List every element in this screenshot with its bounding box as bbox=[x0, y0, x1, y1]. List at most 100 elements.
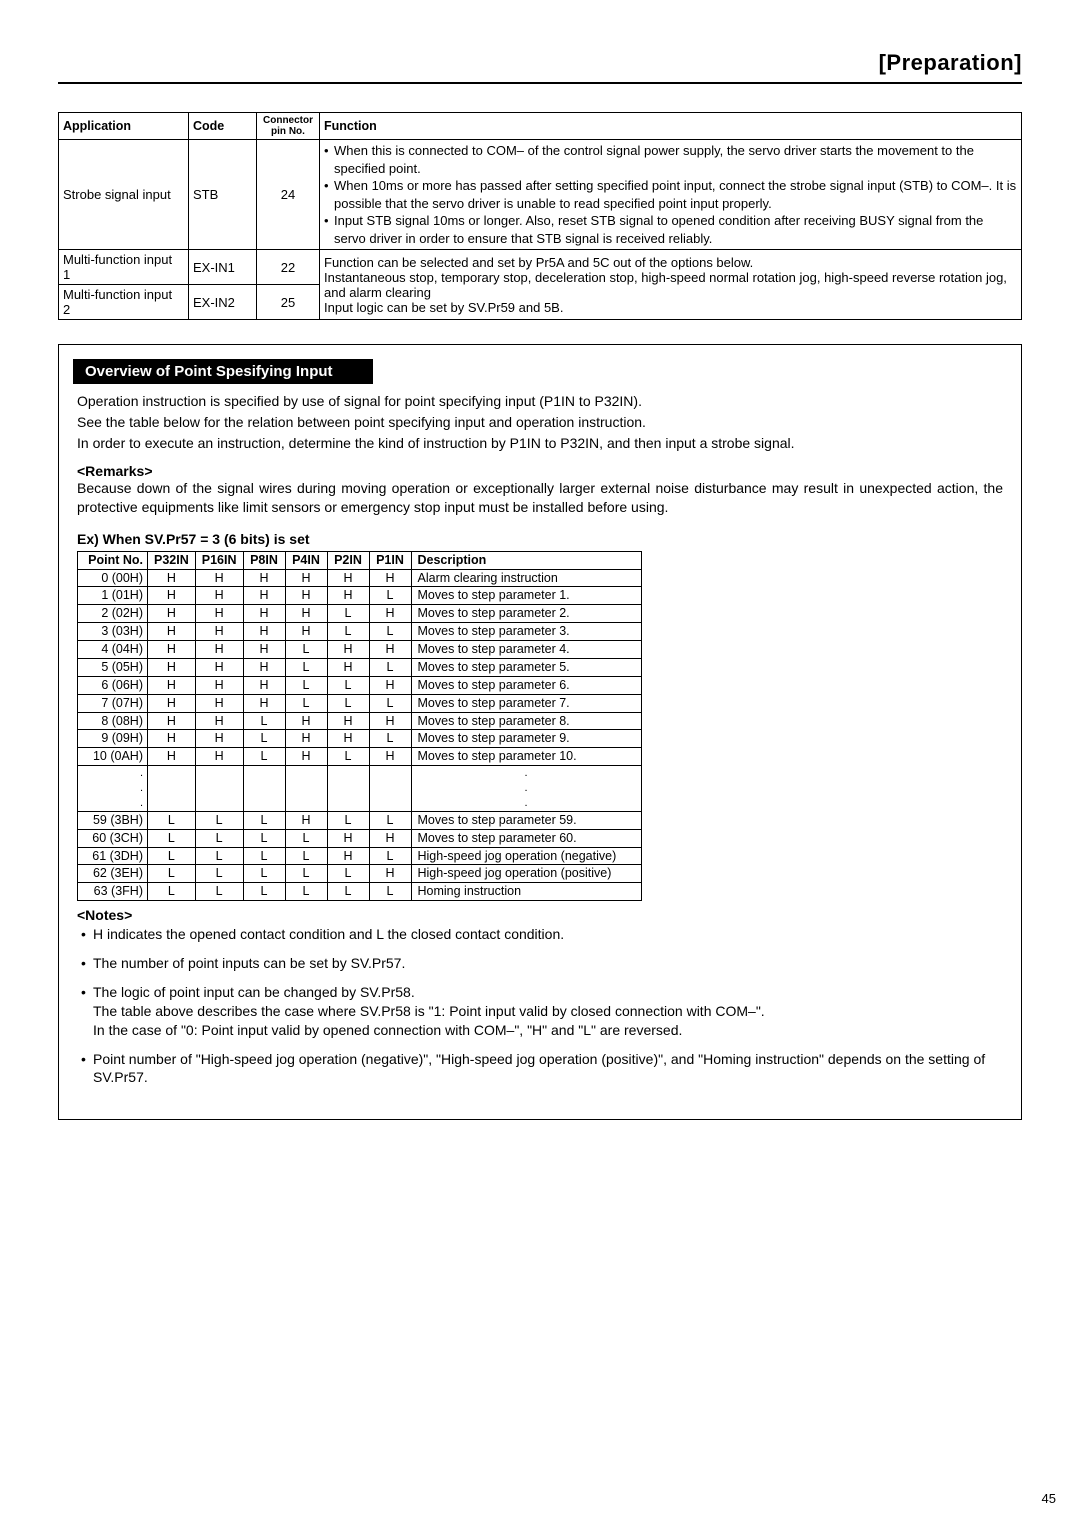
cell-bit: L bbox=[195, 865, 243, 883]
point-table: Point No. P32IN P16IN P8IN P4IN P2IN P1I… bbox=[77, 551, 642, 901]
cell-bit: H bbox=[148, 605, 196, 623]
cell-bit: H bbox=[195, 730, 243, 748]
cell-point-no: 0 (00H) bbox=[78, 569, 148, 587]
cell-bit: H bbox=[327, 847, 369, 865]
cell-point-no: 2 (02H) bbox=[78, 605, 148, 623]
cell-bit: H bbox=[148, 641, 196, 659]
th-p2in: P2IN bbox=[327, 551, 369, 569]
cell-bit: H bbox=[369, 569, 411, 587]
cell-description: Moves to step parameter 2. bbox=[411, 605, 641, 623]
cell-bit bbox=[285, 766, 327, 812]
notes-label: <Notes> bbox=[59, 901, 1021, 923]
cell-description: Moves to step parameter 10. bbox=[411, 748, 641, 766]
table-row: Strobe signal input STB 24 When this is … bbox=[59, 140, 1022, 250]
cell-bit: L bbox=[148, 811, 196, 829]
cell-bit: L bbox=[369, 847, 411, 865]
table-row: 61 (3DH)LLLLHLHigh-speed jog operation (… bbox=[78, 847, 642, 865]
table-row: 9 (09H)HHLHHLMoves to step parameter 9. bbox=[78, 730, 642, 748]
cell-bit: L bbox=[243, 847, 285, 865]
cell-description: Moves to step parameter 6. bbox=[411, 676, 641, 694]
cell-bit: L bbox=[369, 694, 411, 712]
cell-bit: H bbox=[285, 811, 327, 829]
remarks-body: Because down of the signal wires during … bbox=[59, 479, 1021, 517]
th-p1in: P1IN bbox=[369, 551, 411, 569]
cell-point-no: 60 (3CH) bbox=[78, 829, 148, 847]
example-label: Ex) When SV.Pr57 = 3 (6 bits) is set bbox=[59, 519, 1021, 547]
cell-point-no: 7 (07H) bbox=[78, 694, 148, 712]
cell-bit: H bbox=[195, 676, 243, 694]
cell-bit: L bbox=[195, 829, 243, 847]
cell-bit bbox=[243, 766, 285, 812]
cell-bit: L bbox=[195, 811, 243, 829]
cell-bit: H bbox=[243, 694, 285, 712]
cell-pin: 25 bbox=[257, 285, 320, 320]
th-p16in: P16IN bbox=[195, 551, 243, 569]
cell-bit: L bbox=[285, 641, 327, 659]
cell-bit: H bbox=[327, 641, 369, 659]
section-title: Overview of Point Spesifying Input bbox=[73, 359, 373, 384]
cell-bit: L bbox=[243, 811, 285, 829]
cell-bit: H bbox=[195, 641, 243, 659]
table-row: 6 (06H)HHHLLHMoves to step parameter 6. bbox=[78, 676, 642, 694]
cell-bit: H bbox=[285, 569, 327, 587]
table-row-ellipsis: ...... bbox=[78, 766, 642, 812]
cell-bit: H bbox=[148, 712, 196, 730]
page-number: 45 bbox=[1042, 1491, 1056, 1506]
cell-description: High-speed jog operation (negative) bbox=[411, 847, 641, 865]
cell-point-no: 62 (3EH) bbox=[78, 865, 148, 883]
th-point-no: Point No. bbox=[78, 551, 148, 569]
notes-list: H indicates the opened contact condition… bbox=[59, 923, 1021, 1119]
cell-bit: H bbox=[243, 658, 285, 676]
cell-bit: L bbox=[327, 811, 369, 829]
page-content: [Preparation] Preparation Application Co… bbox=[0, 0, 1080, 1200]
cell-bit: L bbox=[148, 865, 196, 883]
cell-bit: H bbox=[243, 587, 285, 605]
cell-bit: H bbox=[285, 730, 327, 748]
th-connector: Connector pin No. bbox=[257, 113, 320, 140]
cell-bit: L bbox=[327, 694, 369, 712]
cell-point-no: 5 (05H) bbox=[78, 658, 148, 676]
cell-bit: L bbox=[195, 847, 243, 865]
cell-bit: L bbox=[285, 694, 327, 712]
cell-bit: H bbox=[285, 587, 327, 605]
cell-description: Moves to step parameter 59. bbox=[411, 811, 641, 829]
cell-application: Multi-function input 1 bbox=[59, 250, 189, 285]
cell-bit: H bbox=[148, 569, 196, 587]
cell-bit: H bbox=[327, 829, 369, 847]
table-row: 2 (02H)HHHHLHMoves to step parameter 2. bbox=[78, 605, 642, 623]
cell-bit: H bbox=[243, 569, 285, 587]
cell-bit: L bbox=[369, 883, 411, 901]
cell-point-no: 3 (03H) bbox=[78, 623, 148, 641]
cell-bit: H bbox=[369, 641, 411, 659]
cell-bit: H bbox=[285, 605, 327, 623]
cell-bit: L bbox=[243, 883, 285, 901]
cell-description: Moves to step parameter 5. bbox=[411, 658, 641, 676]
th-function: Function bbox=[320, 113, 1022, 140]
table-row: 7 (07H)HHHLLLMoves to step parameter 7. bbox=[78, 694, 642, 712]
cell-function-shared: Function can be selected and set by Pr5A… bbox=[320, 250, 1022, 320]
cell-bit: H bbox=[195, 605, 243, 623]
cell-code: STB bbox=[189, 140, 257, 250]
cell-bit: H bbox=[195, 712, 243, 730]
cell-point-no: 9 (09H) bbox=[78, 730, 148, 748]
cell-description: Moves to step parameter 1. bbox=[411, 587, 641, 605]
cell-bit: H bbox=[243, 623, 285, 641]
cell-bit: L bbox=[327, 748, 369, 766]
page-header: [Preparation] bbox=[58, 50, 1022, 84]
th-description: Description bbox=[411, 551, 641, 569]
cell-bit bbox=[327, 766, 369, 812]
th-code: Code bbox=[189, 113, 257, 140]
table-row: 62 (3EH)LLLLLHHigh-speed jog operation (… bbox=[78, 865, 642, 883]
cell-bit: H bbox=[285, 748, 327, 766]
cell-ellipsis: ... bbox=[411, 766, 641, 812]
cell-bit: H bbox=[285, 623, 327, 641]
cell-bit: L bbox=[327, 883, 369, 901]
cell-bit: H bbox=[195, 623, 243, 641]
cell-bit: H bbox=[369, 605, 411, 623]
cell-bit: H bbox=[148, 748, 196, 766]
cell-bit: L bbox=[285, 829, 327, 847]
cell-description: Moves to step parameter 9. bbox=[411, 730, 641, 748]
cell-bit: H bbox=[369, 748, 411, 766]
cell-bit: H bbox=[285, 712, 327, 730]
cell-bit: H bbox=[148, 623, 196, 641]
